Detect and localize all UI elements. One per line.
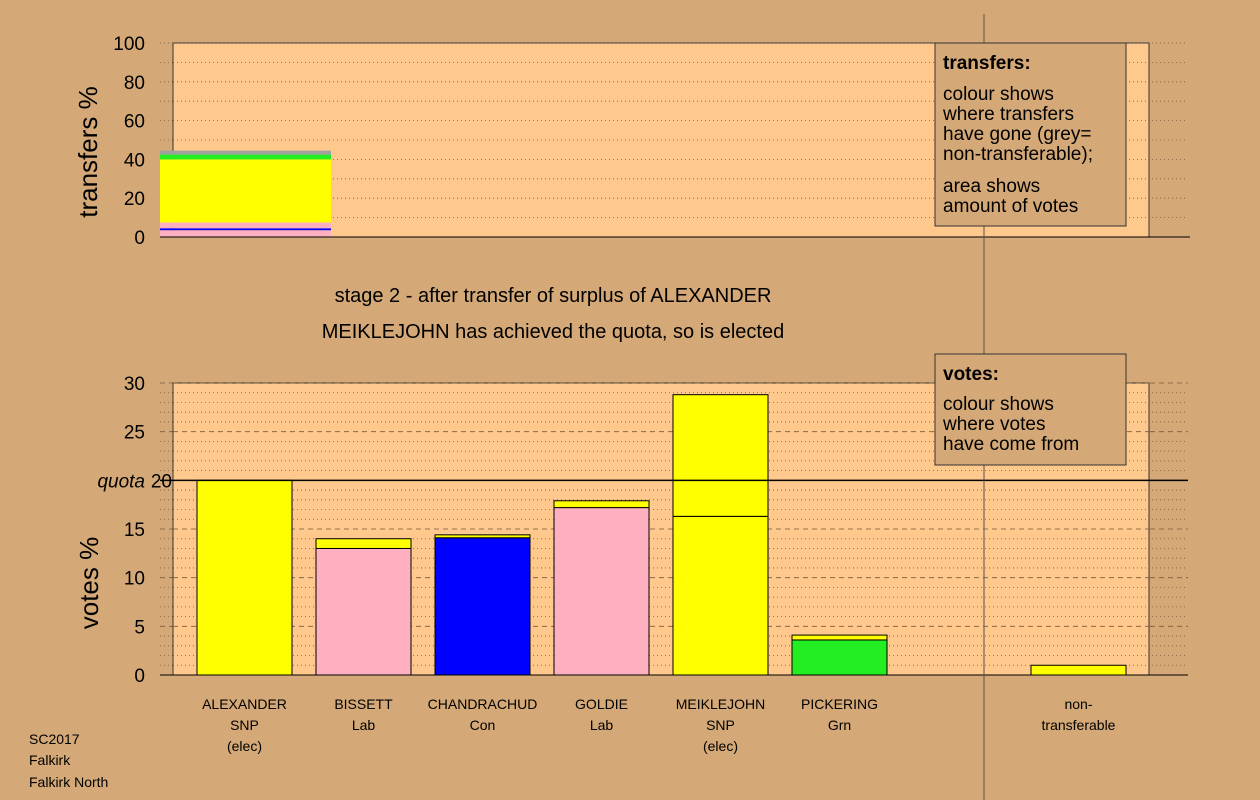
transfer-segment bbox=[160, 228, 331, 231]
transfers-gridlines-overlay bbox=[173, 42, 1149, 219]
transfers-legend-line: non-transferable); bbox=[943, 144, 1093, 165]
candidate-party: SNP bbox=[230, 717, 259, 733]
nontransferable-segment bbox=[1030, 664, 1127, 676]
transfers-y-tick-label: 60 bbox=[124, 112, 145, 133]
votes-legend-line: have come from bbox=[943, 434, 1079, 455]
transfers-y-tick-label: 80 bbox=[124, 73, 145, 94]
transfers-legend-line: have gone (grey= bbox=[943, 124, 1091, 145]
votes-y-tick-label: 10 bbox=[124, 569, 145, 590]
candidate-name: PICKERING bbox=[801, 696, 878, 712]
footer-council: Falkirk bbox=[29, 752, 71, 768]
vote-segment bbox=[672, 515, 769, 676]
votes-y-tick-label: 30 bbox=[124, 374, 145, 395]
vote-segment bbox=[553, 507, 650, 676]
transfer-segment bbox=[160, 222, 331, 229]
transfers-y-ticks: 0 20 40 60 80 100 bbox=[113, 34, 145, 249]
stage-caption: stage 2 - after transfer of surplus of A… bbox=[335, 285, 772, 307]
votes-y-tick-label: 20 bbox=[151, 471, 172, 492]
transfers-legend-line: where transfers bbox=[942, 104, 1074, 125]
votes-legend-title: votes: bbox=[943, 364, 999, 385]
votes-y-axis-label: votes % bbox=[74, 537, 104, 630]
transfer-segment bbox=[160, 230, 331, 237]
elected-caption: MEIKLEJOHN has achieved the quota, so is… bbox=[322, 321, 784, 343]
candidate-note: (elec) bbox=[703, 738, 738, 754]
candidate-party: Con bbox=[470, 717, 496, 733]
transfers-y-axis-label: transfers % bbox=[73, 86, 103, 218]
votes-y-tick-label: 25 bbox=[124, 423, 145, 444]
votes-y-tick-label: 0 bbox=[134, 666, 145, 687]
candidate-party: Lab bbox=[352, 717, 376, 733]
transfers-y-tick-label: 100 bbox=[113, 34, 145, 55]
votes-legend: votes: colour shows where votes have com… bbox=[934, 353, 1127, 466]
transfer-segment bbox=[160, 154, 331, 160]
candidate-name: GOLDIE bbox=[575, 696, 628, 712]
candidate-name: MEIKLEJOHN bbox=[676, 696, 765, 712]
footer-ward: Falkirk North bbox=[29, 774, 108, 790]
candidate-party: Lab bbox=[590, 717, 614, 733]
votes-y-tick-label: 5 bbox=[134, 617, 145, 638]
transfer-segment bbox=[160, 150, 331, 155]
vote-segment bbox=[315, 547, 412, 676]
vote-segment bbox=[434, 534, 531, 539]
nontransferable-label: non- bbox=[1064, 696, 1092, 712]
transfers-y-tick-label: 0 bbox=[134, 228, 145, 249]
candidate-party: Grn bbox=[828, 717, 851, 733]
transfers-legend-line: amount of votes bbox=[943, 196, 1078, 217]
candidate-labels: ALEXANDER SNP (elec) BISSETT Lab CHANDRACHUD C… bbox=[202, 696, 1116, 754]
transfers-legend-line: colour shows bbox=[943, 84, 1054, 105]
transfers-legend-line: area shows bbox=[943, 176, 1040, 197]
quota-label: quota bbox=[97, 471, 145, 492]
vote-segment bbox=[791, 639, 888, 676]
footer-election: SC2017 bbox=[29, 731, 80, 747]
vote-segment bbox=[434, 537, 531, 676]
candidate-name: BISSETT bbox=[334, 696, 393, 712]
transfers-legend-box bbox=[934, 42, 1127, 227]
vote-segment bbox=[672, 394, 769, 517]
vote-segment bbox=[315, 538, 412, 549]
votes-legend-box bbox=[934, 353, 1127, 466]
candidate-note: (elec) bbox=[227, 738, 262, 754]
transfers-legend: transfers: colour shows where transfers … bbox=[934, 42, 1127, 227]
votes-legend-line: colour shows bbox=[943, 394, 1054, 415]
candidate-party: SNP bbox=[706, 717, 735, 733]
transfers-y-tick-label: 40 bbox=[124, 150, 145, 171]
vote-segment bbox=[553, 500, 650, 509]
footer: SC2017 Falkirk Falkirk North bbox=[29, 731, 108, 790]
transfer-segment bbox=[160, 159, 331, 223]
transfers-legend-title: transfers: bbox=[943, 53, 1031, 74]
votes-legend-line: where votes bbox=[942, 414, 1045, 435]
nontransferable-label: transferable bbox=[1042, 717, 1116, 733]
transfers-bars bbox=[160, 150, 331, 237]
votes-y-tick-label: 15 bbox=[124, 520, 145, 541]
vote-segment bbox=[196, 479, 293, 676]
candidate-name: CHANDRACHUD bbox=[428, 696, 538, 712]
candidate-name: ALEXANDER bbox=[202, 696, 287, 712]
transfers-y-tick-label: 20 bbox=[124, 189, 145, 210]
votes-y-ticks: 0 5 10 15 25 30 20 bbox=[124, 374, 172, 687]
vote-segment bbox=[791, 634, 888, 641]
votes-bars bbox=[196, 394, 1127, 676]
